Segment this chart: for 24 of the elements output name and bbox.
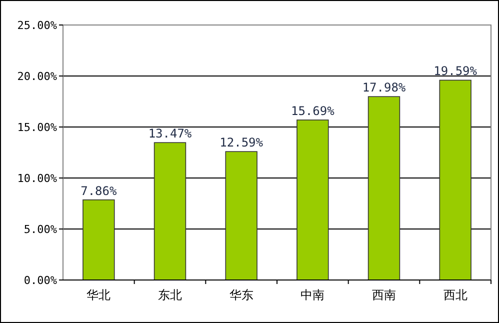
data-label: 19.59% bbox=[434, 64, 478, 78]
data-label: 17.98% bbox=[362, 80, 406, 95]
data-label: 12.59% bbox=[220, 136, 264, 150]
x-tick-label: 华东 bbox=[229, 288, 254, 302]
data-label: 13.47% bbox=[148, 126, 192, 141]
y-tick-label: 20.00% bbox=[17, 70, 58, 83]
y-tick-label: 25.00% bbox=[17, 19, 58, 32]
x-tick-label: 西北 bbox=[443, 288, 468, 302]
x-tick-label: 西南 bbox=[372, 288, 396, 302]
y-tick-label: 5.00% bbox=[24, 223, 58, 236]
x-tick-label: 东北 bbox=[158, 288, 182, 302]
y-tick-label: 15.00% bbox=[17, 121, 58, 134]
x-tick-label: 华北 bbox=[86, 288, 111, 302]
data-label: 7.86% bbox=[80, 184, 118, 198]
data-label: 15.69% bbox=[290, 104, 336, 118]
bar bbox=[154, 142, 186, 280]
x-tick-label: 中南 bbox=[300, 288, 325, 302]
bar bbox=[82, 199, 115, 280]
bar bbox=[368, 96, 400, 280]
bar bbox=[225, 151, 258, 280]
y-tick-label: 0.00% bbox=[24, 274, 58, 287]
bar bbox=[439, 80, 472, 280]
bar bbox=[296, 120, 329, 280]
y-tick-label: 10.00% bbox=[17, 172, 58, 185]
